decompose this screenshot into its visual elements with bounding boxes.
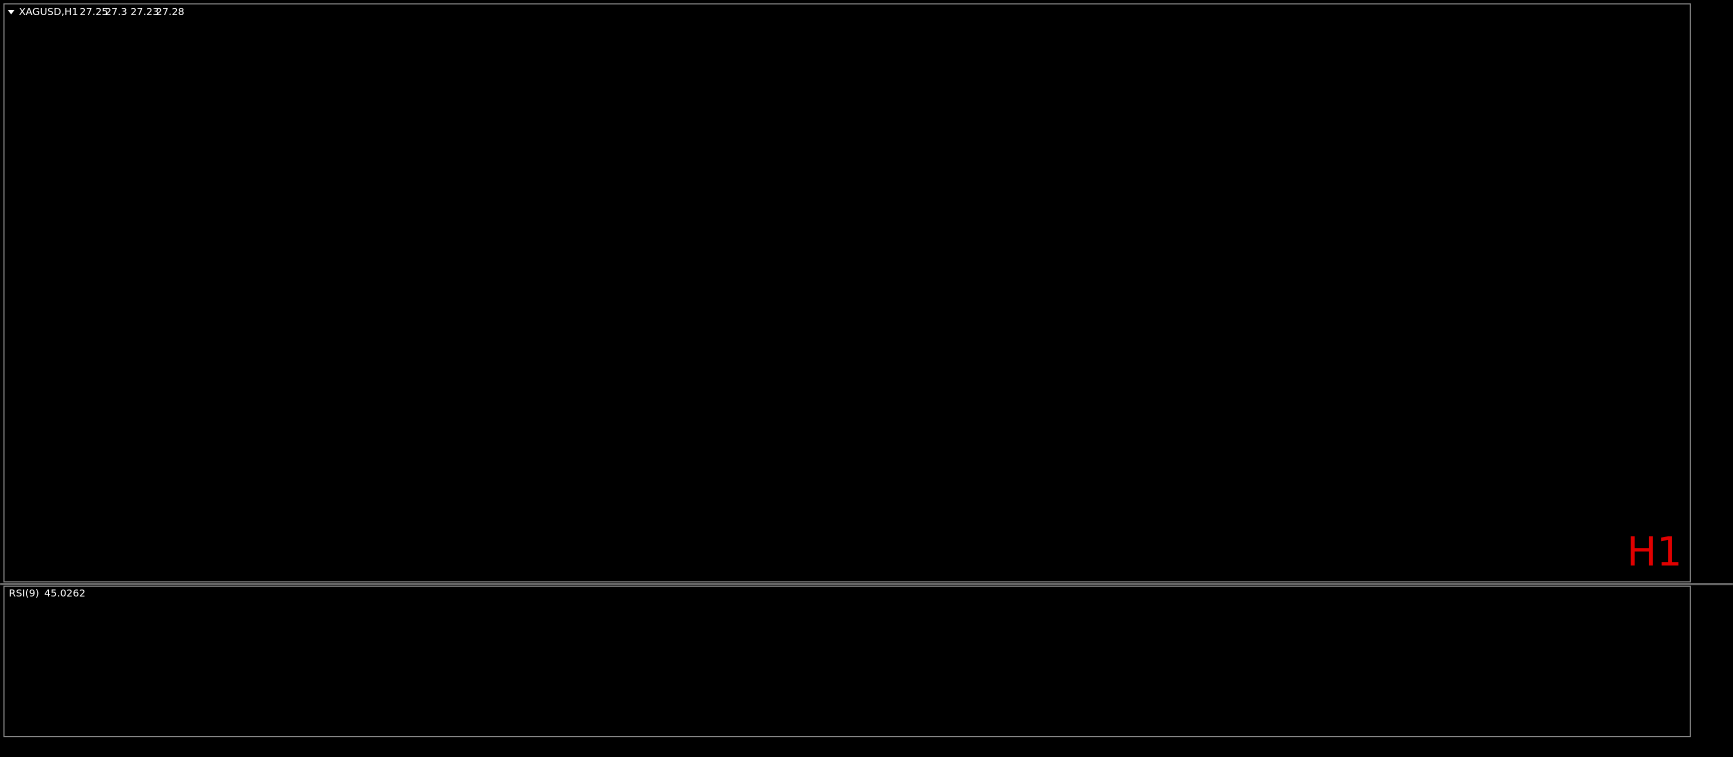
timeframe-label: H1: [1627, 529, 1682, 575]
header-high: 27.3: [105, 7, 127, 18]
header-low: 27.23: [130, 7, 158, 18]
menu-arrow: [7, 9, 15, 15]
price-pane-frame: [3, 3, 1691, 583]
header-open: 27.25: [80, 7, 108, 18]
rsi-title: RSI(9): [9, 588, 39, 599]
text-layer: XAGUSD,H1 27.25 27.3 27.23 27.28 H1 RSI(…: [7, 7, 1682, 599]
header-close: 27.28: [156, 7, 184, 18]
rsi-pane-frame: [3, 585, 1691, 738]
rsi-value: 45.0262: [44, 588, 85, 599]
symbol-title: XAGUSD,H1: [19, 7, 78, 18]
